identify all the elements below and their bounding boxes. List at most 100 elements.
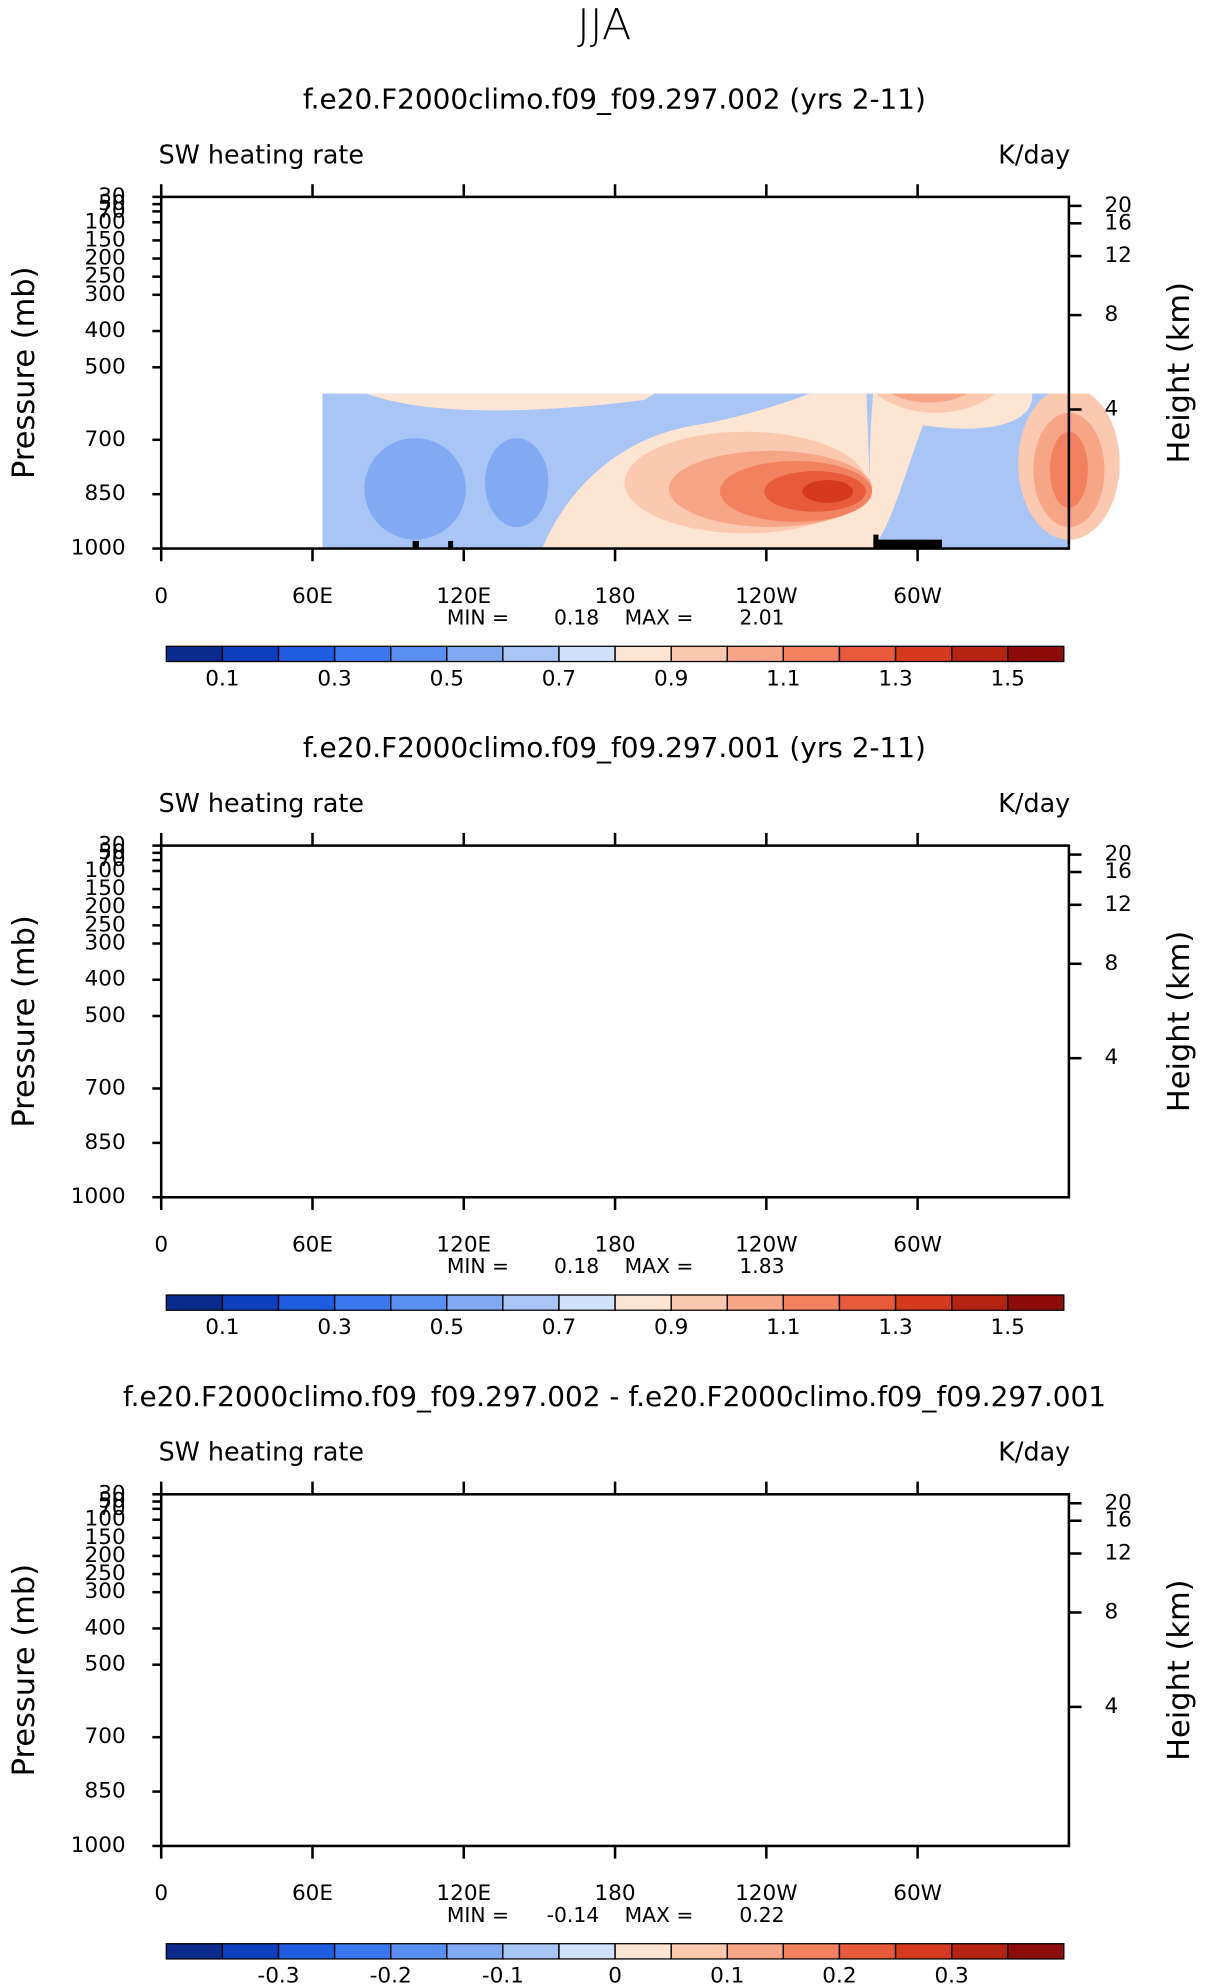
colorbar-box: [670, 1943, 728, 1960]
contour-region: [175, 387, 236, 501]
colorbar-label: 0.1: [205, 1315, 239, 1340]
contour-region: [178, 1767, 208, 1818]
x-tick-label: 60W: [893, 584, 942, 609]
max-label: MAX =: [625, 605, 694, 629]
colorbar-box: [894, 1294, 953, 1311]
y-tick-label: 850: [84, 1130, 125, 1155]
contour-region: [482, 210, 520, 312]
y-tick-label: 700: [84, 1075, 125, 1100]
left-string: SW heating rate: [159, 1437, 364, 1467]
topography: [873, 1832, 878, 1846]
colorbar-box: [277, 1943, 336, 1960]
contour-region: [491, 1570, 542, 1697]
contour-region: [411, 325, 457, 361]
contour-region: [171, 372, 247, 504]
x-tick-label: 0: [154, 1881, 168, 1906]
right-string: K/day: [998, 788, 1070, 818]
contour-region: [161, 197, 1069, 208]
colorbar-label: 0: [608, 1964, 622, 1987]
contour-region: [669, 1100, 872, 1176]
y2-tick-label: 12: [1104, 243, 1131, 268]
colorbar-label: 1.1: [766, 1315, 800, 1340]
x-tick-label: 60W: [893, 1232, 942, 1257]
colorbar-box: [333, 1943, 392, 1960]
topography: [250, 1824, 265, 1846]
contour-region: [764, 1120, 866, 1161]
colorbar-box: [670, 1294, 728, 1311]
colorbar-box: [502, 1943, 560, 1960]
colorbar-label: -0.2: [370, 1964, 412, 1987]
colorbar-label: 0.3: [317, 1315, 351, 1340]
right-string: K/day: [998, 1437, 1070, 1467]
contour-region: [402, 1517, 453, 1547]
y-tick-label: 30: [98, 833, 125, 858]
contour-region: [485, 1087, 548, 1176]
contour-region: [161, 999, 275, 1197]
colorbar-label: 1.3: [878, 666, 912, 691]
colorbar-box: [446, 1294, 504, 1311]
contour-region: [161, 846, 1069, 857]
colorbar-label: 1.5: [991, 1315, 1025, 1340]
colorbar-box: [614, 1943, 672, 1960]
colorbar-box: [333, 645, 392, 663]
contour-region: [168, 362, 257, 514]
contour-region: [161, 846, 1069, 870]
contour-region: [180, 1106, 198, 1157]
topography: [225, 1166, 257, 1198]
colorbar-box: [782, 645, 841, 663]
y2-tick-label: 20: [1104, 193, 1131, 218]
contour-region: [682, 890, 809, 941]
x-tick-label: 120E: [436, 1232, 491, 1257]
colorbar-label: 1.3: [878, 1315, 912, 1340]
contour-region: [771, 1609, 974, 1685]
contour-region: [161, 197, 1069, 360]
contour-region: [885, 980, 923, 1016]
colorbar-label: -0.3: [257, 1964, 299, 1987]
contour-region: [301, 241, 339, 292]
y-tick-label: 250: [84, 1561, 125, 1586]
contour-region: [625, 1080, 866, 1182]
contour-region: [263, 1596, 415, 1698]
colorbar-box: [165, 1294, 224, 1311]
y-tick-label: 1000: [71, 1184, 126, 1209]
colorbar-box: [446, 645, 504, 663]
contour-region: [161, 197, 1069, 287]
y-tick-label: 200: [84, 1543, 125, 1568]
contour-region: [441, 1704, 492, 1818]
contour-region: [802, 479, 854, 503]
contour-region: [390, 957, 466, 1013]
max-value: 2.01: [739, 605, 784, 629]
contour-region: [390, 1507, 479, 1634]
x-tick-label: 120E: [436, 1881, 491, 1906]
colorbar-box: [277, 645, 336, 663]
y-tick-label: 250: [84, 264, 125, 289]
colorbar-box: [838, 645, 897, 663]
x-tick-label: 0: [154, 1232, 168, 1257]
min-label: MIN =: [447, 1903, 509, 1927]
colorbar-box: [277, 1294, 336, 1311]
y-tick-label: 70: [98, 1496, 125, 1521]
y-tick-label: 70: [98, 847, 125, 872]
y2-tick-label: 4: [1104, 396, 1118, 421]
colorbar-label: 0.1: [710, 1964, 744, 1987]
y2-tick-label: 12: [1104, 892, 1131, 917]
colorbar-box: [950, 1943, 1009, 1960]
min-value: 0.18: [554, 1254, 599, 1278]
colorbar-box: [726, 645, 784, 663]
min-label: MIN =: [447, 1254, 509, 1278]
colorbar-box: [838, 1294, 897, 1311]
y-tick-label: 50: [98, 840, 125, 865]
contour-region: [875, 975, 971, 1041]
contour-region: [260, 1545, 290, 1647]
contour-region: [885, 331, 923, 367]
contour-region: [310, 251, 330, 281]
contour-region: [161, 846, 1069, 986]
colorbar-box: [894, 645, 953, 663]
y-tick-label: 100: [84, 209, 125, 234]
contour-region: [484, 438, 549, 527]
y-tick-label: 1000: [71, 536, 126, 561]
y-tick-label: 30: [98, 1481, 125, 1506]
max-value: 1.83: [739, 1254, 784, 1278]
contour-region: [529, 1710, 681, 1786]
min-value: 0.18: [554, 605, 599, 629]
